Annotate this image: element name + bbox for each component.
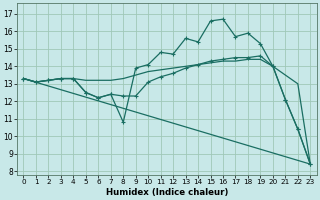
- X-axis label: Humidex (Indice chaleur): Humidex (Indice chaleur): [106, 188, 228, 197]
